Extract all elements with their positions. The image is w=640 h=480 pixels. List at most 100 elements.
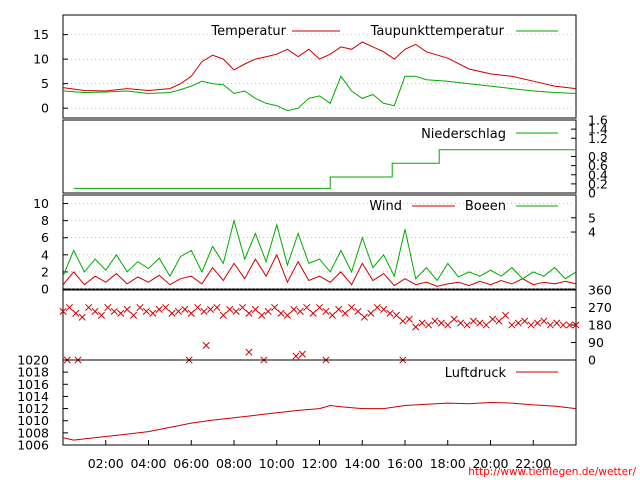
legend-temperature-label: Temperatur — [210, 24, 286, 39]
y-tick-label: 1016 — [17, 377, 49, 392]
panel-temperature: 0 5 10 15 — [33, 14, 577, 119]
direction-point — [476, 319, 484, 327]
direction-point — [373, 303, 381, 312]
direction-point — [392, 311, 401, 319]
direction-point — [469, 317, 477, 325]
direction-point — [495, 317, 503, 325]
direction-point — [412, 323, 420, 331]
direction-point — [129, 311, 138, 319]
legend-gusts-label: Boeen — [465, 199, 506, 214]
direction-point — [322, 307, 330, 315]
credit-url: http://www.tiefflegen.de/wetter/ — [468, 466, 636, 478]
direction-point — [354, 307, 362, 315]
direction-point — [110, 307, 118, 315]
boeen-line — [62, 218, 577, 282]
panel-wind-direction: 0 90 180 270 360 — [59, 283, 612, 368]
direction-point — [238, 303, 247, 312]
direction-point — [213, 303, 221, 312]
legend-dewpoint-label: Taupunkttemperatur — [370, 24, 505, 39]
direction-point — [85, 303, 93, 312]
direction-point — [380, 305, 388, 313]
y-tick-label-right: 0 — [588, 353, 596, 368]
y-tick-label-right: 5 — [588, 210, 596, 225]
taupunkttemperatur-line — [62, 75, 577, 112]
direction-point — [296, 307, 304, 315]
direction-point — [65, 303, 73, 312]
y-tick-label: 1020 — [17, 353, 49, 368]
direction-point — [194, 303, 202, 312]
direction-point — [553, 319, 561, 327]
y-tick-label: 15 — [33, 27, 49, 42]
direction-point — [136, 303, 144, 312]
direction-point — [514, 319, 522, 327]
direction-point — [437, 319, 445, 327]
direction-point — [72, 309, 80, 317]
y-tick-label-right: 1.2 — [588, 131, 608, 146]
direction-point — [572, 321, 580, 329]
y-tick-label-right: 0.4 — [588, 167, 608, 182]
direction-point — [162, 303, 170, 312]
x-tick-label: 02:00 — [88, 456, 124, 471]
y-tick-label: 2 — [41, 264, 49, 279]
direction-point — [315, 303, 324, 312]
y-tick-label-right: 0 — [588, 186, 596, 201]
y-tick-label-right: 360 — [588, 283, 612, 298]
legend-precipitation-label: Niederschlag — [421, 127, 506, 142]
direction-point — [104, 303, 112, 312]
direction-point — [501, 311, 510, 319]
y-tick-label-right: 270 — [588, 300, 612, 315]
legend-wind-label: Wind — [369, 199, 402, 214]
direction-point — [348, 303, 356, 312]
y-tick-label-right: 4 — [588, 225, 596, 240]
direction-point — [527, 321, 535, 329]
direction-point — [149, 309, 157, 317]
x-tick-label: 04:00 — [130, 456, 166, 471]
direction-point — [91, 307, 99, 315]
direction-point — [200, 307, 208, 315]
direction-point — [168, 309, 176, 317]
direction-point — [418, 319, 426, 327]
direction-point — [264, 307, 272, 315]
direction-point — [277, 309, 285, 317]
panel-precipitation: 00.20.40.60.8 1.21.41.6 — [62, 113, 608, 201]
x-tick-label: 22:00 — [515, 456, 551, 471]
direction-point — [232, 307, 240, 315]
wind-line — [62, 253, 577, 287]
direction-point — [219, 311, 227, 319]
direction-point — [142, 307, 150, 315]
direction-point — [566, 321, 574, 329]
direction-point — [155, 305, 163, 313]
direction-point — [174, 307, 182, 315]
x-tick-label: 12:00 — [301, 456, 337, 471]
plot-frame — [62, 289, 577, 361]
direction-point — [399, 317, 407, 325]
y-tick-label: 1006 — [17, 438, 49, 453]
y-tick-label: 1012 — [17, 401, 49, 416]
y-tick-label-right: 1.6 — [588, 113, 608, 128]
direction-point — [405, 315, 413, 323]
direction-point — [258, 311, 266, 319]
niederschlag-line — [73, 149, 576, 189]
legend-pressure-label: Luftdruck — [445, 366, 507, 381]
direction-point — [245, 309, 253, 317]
direction-point — [341, 309, 349, 317]
y-tick-label: 0 — [41, 101, 49, 116]
direction-point — [482, 321, 490, 329]
direction-point — [424, 321, 433, 329]
direction-point — [521, 317, 529, 325]
y-tick-label: 1010 — [17, 413, 49, 428]
y-tick-label: 6 — [41, 230, 49, 245]
x-tick-label: 20:00 — [472, 456, 508, 471]
direction-point — [309, 309, 317, 317]
direction-point — [202, 341, 210, 349]
direction-point — [97, 311, 106, 319]
y-tick-label: 1008 — [17, 425, 49, 440]
y-tick-label-right: 180 — [588, 318, 612, 333]
plot-frame — [62, 14, 577, 119]
y-tick-label: 4 — [41, 247, 49, 262]
x-tick-label: 10:00 — [259, 456, 295, 471]
y-tick-label: 1018 — [17, 365, 49, 380]
